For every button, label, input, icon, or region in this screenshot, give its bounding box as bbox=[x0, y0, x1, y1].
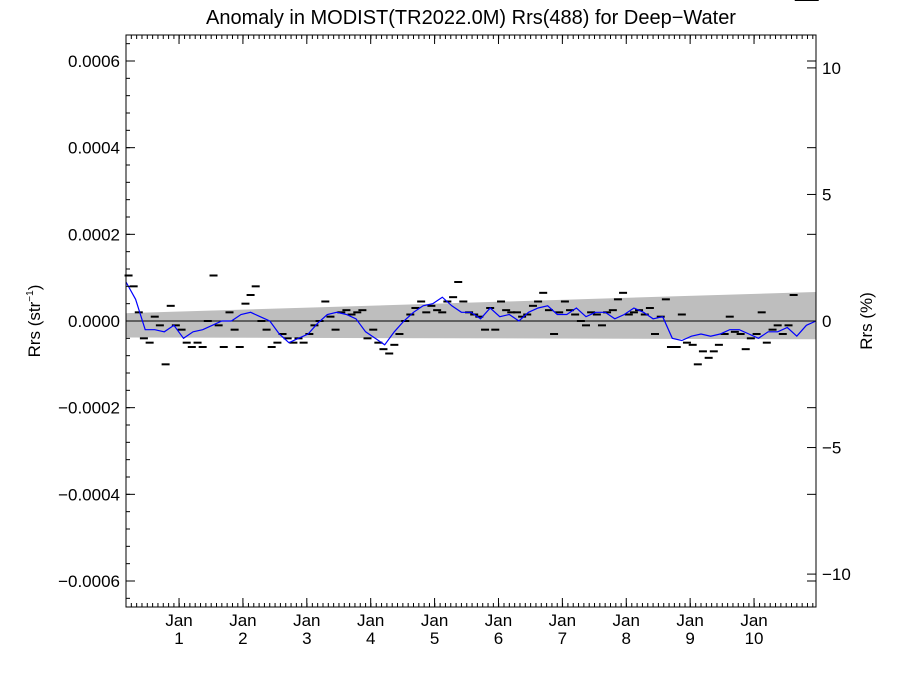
y-right-tick-label: 10 bbox=[822, 59, 841, 78]
y-axis-left-label-main: Rrs (str bbox=[25, 301, 44, 357]
y-left-tick-label: −0.0004 bbox=[58, 485, 120, 504]
uncertainty-band bbox=[126, 291, 816, 340]
y-left-tick-label: −0.0006 bbox=[58, 572, 120, 591]
x-tick-label-month: Jan bbox=[165, 611, 192, 630]
monthly-anomaly-markers bbox=[124, 0, 819, 366]
chart-title: Anomaly in MODIST(TR2022.0M) Rrs(488) fo… bbox=[206, 7, 736, 29]
x-tick-label-month: Jan bbox=[613, 611, 640, 630]
y-axis-left-label-close: ) bbox=[25, 285, 44, 291]
y-right-tick-label: 5 bbox=[822, 185, 831, 204]
x-tick-label-year: 7 bbox=[558, 629, 567, 648]
x-tick-label-month: Jan bbox=[676, 611, 703, 630]
x-tick-label-month: Jan bbox=[549, 611, 576, 630]
y-axis-right-ticks: −10 −5 0 5 10 bbox=[807, 59, 851, 584]
x-tick-label-month: Jan bbox=[357, 611, 384, 630]
y-axis-right-label: Rrs (%) bbox=[857, 292, 876, 350]
y-left-tick-label: 0.0002 bbox=[68, 225, 120, 244]
y-right-tick-label: −10 bbox=[822, 565, 851, 584]
x-tick-label-year: 3 bbox=[302, 629, 311, 648]
x-tick-label-year: 4 bbox=[366, 629, 375, 648]
y-left-tick-label: 0.0004 bbox=[68, 139, 120, 158]
y-right-tick-label: −5 bbox=[822, 439, 841, 458]
x-tick-label-year: 9 bbox=[685, 629, 694, 648]
x-tick-label-year: 10 bbox=[745, 629, 764, 648]
y-left-tick-label: −0.0002 bbox=[58, 399, 120, 418]
y-right-tick-label: 0 bbox=[822, 312, 831, 331]
y-axis-left-label: Rrs (str−1) bbox=[25, 285, 44, 358]
x-tick-label-month: Jan bbox=[740, 611, 767, 630]
y-left-tick-label: 0.0006 bbox=[68, 52, 120, 71]
smoothed-anomaly-line bbox=[125, 281, 817, 346]
x-tick-label-year: 5 bbox=[430, 629, 439, 648]
x-tick-label-year: 1 bbox=[174, 629, 183, 648]
x-axis-ticks: Jan1Jan2Jan3Jan4Jan5Jan6Jan7Jan8Jan9Jan1… bbox=[125, 35, 814, 648]
x-tick-label-month: Jan bbox=[293, 611, 320, 630]
x-tick-label-month: Jan bbox=[485, 611, 512, 630]
x-tick-label-year: 6 bbox=[494, 629, 503, 648]
x-tick-label-year: 8 bbox=[622, 629, 631, 648]
y-axis-left-ticks: −0.0006 −0.0004 −0.0002 0.0000 0.0002 0.0004 0… bbox=[58, 43, 816, 599]
x-tick-label-year: 2 bbox=[238, 629, 247, 648]
y-axis-left-label-superscript: −1 bbox=[25, 290, 36, 302]
y-left-tick-label: 0.0000 bbox=[68, 312, 120, 331]
x-tick-label-month: Jan bbox=[421, 611, 448, 630]
x-tick-label-month: Jan bbox=[229, 611, 256, 630]
plot-area bbox=[124, 0, 819, 608]
